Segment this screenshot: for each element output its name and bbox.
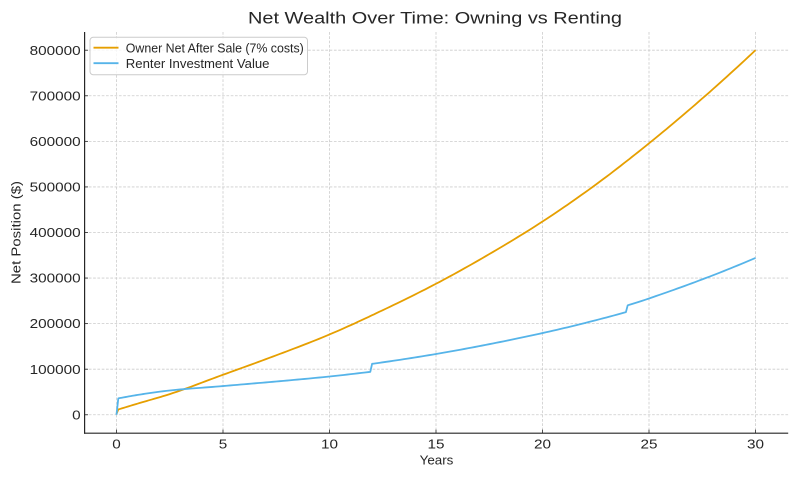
- svg-text:30: 30: [747, 436, 764, 451]
- svg-text:Renter Investment Value: Renter Investment Value: [126, 56, 270, 71]
- svg-text:0: 0: [72, 407, 81, 422]
- svg-text:500000: 500000: [30, 180, 81, 195]
- svg-text:200000: 200000: [30, 316, 81, 331]
- svg-text:5: 5: [219, 436, 228, 451]
- svg-text:Net Wealth Over Time: Owning v: Net Wealth Over Time: Owning vs Renting: [248, 9, 622, 28]
- svg-text:15: 15: [428, 436, 445, 451]
- svg-text:300000: 300000: [30, 271, 81, 286]
- svg-text:10: 10: [321, 436, 338, 451]
- svg-text:800000: 800000: [30, 43, 81, 58]
- svg-text:600000: 600000: [30, 134, 81, 149]
- svg-text:0: 0: [112, 436, 121, 451]
- svg-text:25: 25: [641, 436, 658, 451]
- svg-text:Years: Years: [420, 453, 454, 468]
- svg-text:700000: 700000: [30, 88, 81, 103]
- svg-text:Owner Net After Sale (7% costs: Owner Net After Sale (7% costs): [126, 41, 304, 56]
- svg-text:20: 20: [534, 436, 551, 451]
- svg-text:400000: 400000: [30, 225, 81, 240]
- svg-text:Net Position ($): Net Position ($): [9, 181, 24, 284]
- svg-text:100000: 100000: [30, 362, 81, 377]
